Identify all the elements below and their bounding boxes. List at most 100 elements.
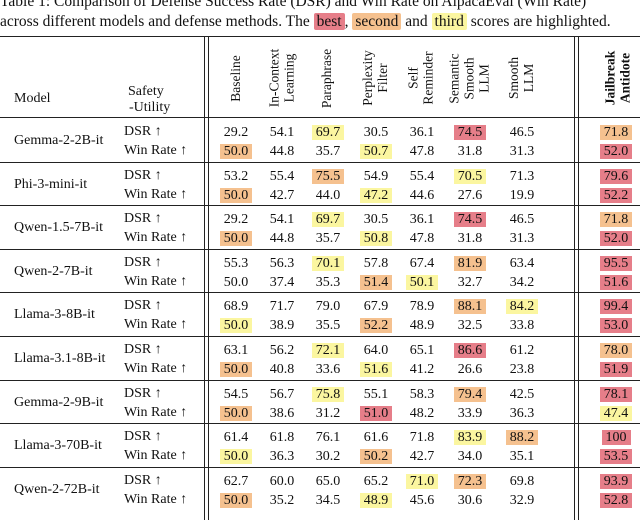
win-value-cell: 45.6 [398,492,446,510]
value-text: 61.2 [509,343,535,358]
value-text: 51.9 [599,362,633,377]
win-value-cell: 42.7 [398,448,446,466]
win-value-cell: 51.6 [352,361,400,379]
value-text: 40.8 [269,362,295,377]
value-text: 19.9 [509,187,535,203]
win-label: Win Rate ↑ [124,230,188,246]
win-value-cell: 51.4 [352,274,400,292]
value-text: 50.1 [405,274,439,290]
value-text: 55.4 [269,168,295,184]
value-text: 33.9 [457,405,483,421]
dsr-value-cell: 81.9 [446,255,494,273]
value-text: 47.8 [409,144,435,159]
win-value-cell: 30.6 [446,492,494,510]
value-text: 34.5 [315,492,341,508]
dsr-value-cell: 36.1 [398,211,446,229]
win-label: Win Rate ↑ [124,273,188,289]
dsr-value-cell: 79.0 [304,298,352,316]
value-text: 55.4 [409,168,435,184]
value-text: 71.8 [409,430,435,446]
win-value-cell: 32.7 [446,274,494,292]
value-text: 31.3 [509,144,535,159]
dsr-value-cell: 93.9 [592,473,640,491]
dsr-value-cell: 78.1 [592,386,640,404]
value-text: 78.9 [409,299,435,315]
value-text: 53.2 [223,168,249,184]
caption-suffix: scores are highlighted. [470,13,611,30]
win-value-cell: 48.2 [398,405,446,423]
dsr-value-cell: 62.7 [212,473,260,491]
dsr-label: DSR ↑ [124,298,162,314]
dsr-value-cell: 71.0 [398,473,446,491]
dsr-value-cell: 88.1 [446,298,494,316]
value-text: 62.7 [223,473,249,489]
win-label: Win Rate ↑ [124,491,188,507]
win-value-cell: 51.6 [592,274,640,292]
value-text: 42.7 [269,187,295,203]
dsr-value-cell: 72.3 [446,473,494,491]
dsr-value-cell: 30.5 [352,124,400,142]
dsr-label: DSR ↑ [124,385,162,401]
value-text: 50.0 [219,405,253,421]
value-text: 32.7 [457,274,483,290]
value-text: 44.8 [269,144,295,159]
dsr-value-cell: 71.8 [592,211,640,229]
dsr-value-cell: 29.2 [212,211,260,229]
value-text: 55.3 [223,255,249,271]
value-text: 72.1 [311,343,345,358]
dsr-value-cell: 78.9 [398,298,446,316]
column-header-line: Jailbreak [602,50,618,106]
dsr-value-cell: 86.6 [446,342,494,360]
value-text: 67.9 [363,299,389,315]
win-value-cell: 48.9 [352,492,400,510]
column-header-label: Perplexity Filter [360,50,390,106]
win-value-cell: 36.3 [498,405,546,423]
value-text: 32.5 [457,318,483,334]
win-value-cell: 50.8 [352,230,400,248]
dsr-value-cell: 56.3 [258,255,306,273]
win-value-cell: 42.7 [258,187,306,205]
win-value-cell: 37.4 [258,274,306,292]
win-value-cell: 31.3 [498,143,546,161]
value-text: 27.6 [457,187,483,203]
value-text: 50.0 [219,449,253,465]
dsr-value-cell: 57.8 [352,255,400,273]
value-text: 29.2 [223,125,249,140]
value-text: 50.0 [219,492,253,508]
value-text: 30.2 [315,449,341,465]
caption-line-1: Table 1: Comparison of Defense Success R… [0,0,587,10]
column-header-line: Antidote [617,52,633,104]
column-header-2: Paraphrase [304,40,350,116]
dsr-value-cell: 30.5 [352,211,400,229]
value-text: 63.1 [223,343,249,358]
dsr-value-cell: 72.1 [304,342,352,360]
value-text: 65.2 [363,473,389,489]
value-text: 71.0 [405,473,439,489]
value-text: 50.8 [359,231,393,247]
row-separator [0,466,640,468]
win-value-cell: 40.8 [258,361,306,379]
win-value-cell: 50.2 [352,448,400,466]
dsr-value-cell: 60.0 [258,473,306,491]
win-value-cell: 38.6 [258,405,306,423]
win-value-cell: 50.0 [212,405,260,423]
value-text: 42.7 [409,449,435,465]
win-value-cell: 31.2 [304,405,352,423]
win-value-cell: 32.9 [498,492,546,510]
row-separator [0,248,640,250]
dsr-value-cell: 79.4 [446,386,494,404]
value-text: 79.0 [315,299,341,315]
caption-and: and [405,13,428,30]
dsr-value-cell: 76.1 [304,429,352,447]
win-label: Win Rate ↑ [124,186,188,202]
win-value-cell: 34.5 [304,492,352,510]
model-name: Llama-3.1-8B-it [14,351,106,366]
value-text: 53.5 [599,449,633,465]
value-text: 63.4 [509,255,535,271]
win-value-cell: 50.0 [212,492,260,510]
win-value-cell: 32.5 [446,317,494,335]
dsr-value-cell: 55.3 [212,255,260,273]
dsr-value-cell: 69.7 [304,124,352,142]
column-header-line: Semantic [446,52,462,104]
caption-prefix: across different models and defense meth… [0,13,310,30]
